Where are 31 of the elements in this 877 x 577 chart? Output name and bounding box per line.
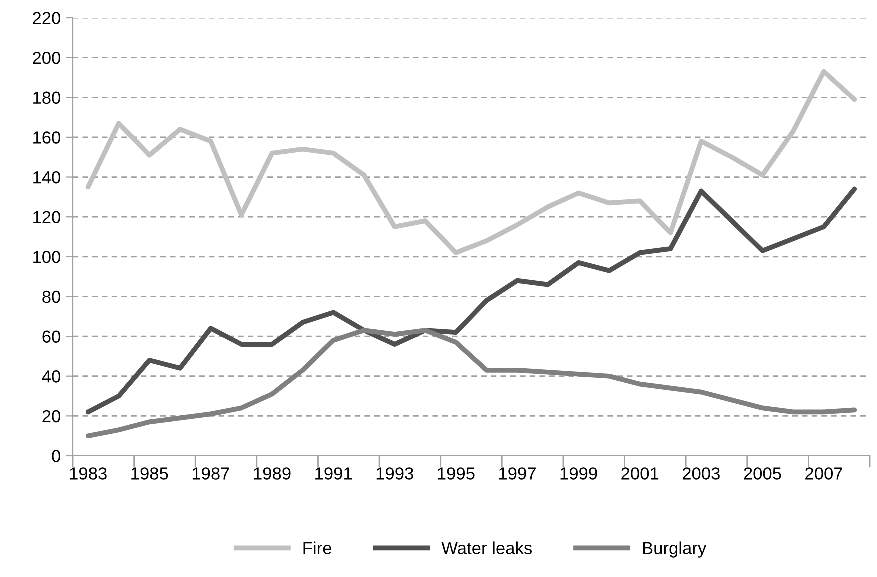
x-tick-label: 2005 <box>744 468 782 480</box>
y-tick-label: 200 <box>33 52 61 64</box>
x-tick-label: 1999 <box>560 468 598 480</box>
legend-label: Fire <box>304 542 332 554</box>
x-tick-label: 2003 <box>682 468 720 480</box>
line-series <box>86 328 858 439</box>
legend-label: Water leaks <box>442 542 532 554</box>
y-tick-label: 0 <box>52 450 61 462</box>
x-tick-label: 1993 <box>376 468 414 480</box>
y-tick-label: 20 <box>42 410 61 423</box>
y-tick-label: 220 <box>33 12 61 24</box>
y-tick-label: 160 <box>34 132 61 144</box>
y-tick-label: 60 <box>42 330 61 344</box>
y-tick-label: 40 <box>42 370 61 383</box>
x-tick-label: 2001 <box>622 468 659 480</box>
x-tick-label: 1995 <box>438 468 475 480</box>
x-tick-label: 1991 <box>316 468 352 480</box>
y-tick-label: 100 <box>34 251 61 264</box>
legend-label: Burglary <box>643 542 707 558</box>
y-tick-label: 180 <box>34 92 61 104</box>
y-tick-label: 120 <box>34 211 61 224</box>
line-series <box>86 186 858 415</box>
x-tick-label: 1997 <box>499 468 536 480</box>
x-tick-label: 2007 <box>806 468 842 480</box>
x-tick-label: 1989 <box>254 468 291 480</box>
y-tick-label: 80 <box>42 290 61 304</box>
x-tick-label: 1985 <box>132 468 168 480</box>
y-tick-label: 140 <box>34 171 61 184</box>
line-series <box>86 69 858 256</box>
x-tick-label: 1983 <box>70 468 107 480</box>
x-tick-label: 1987 <box>192 468 230 480</box>
